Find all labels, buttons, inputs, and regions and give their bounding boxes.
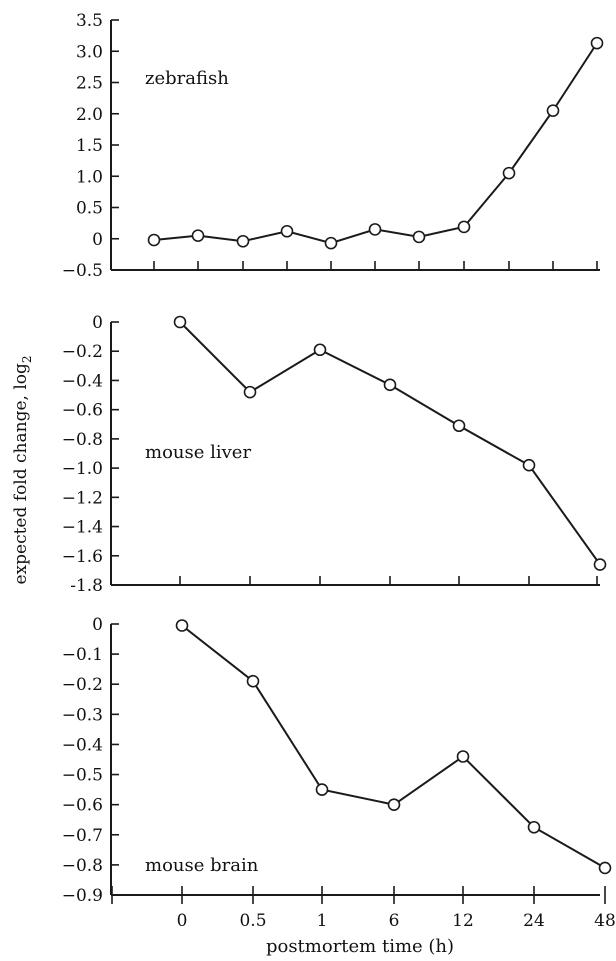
panel-3: 0 −0.1 −0.2 −0.3 −0.4 −0.5 −0.6 −0.7 −0.8 −0.9 0 0.… [62, 615, 616, 931]
y-tick-label: 0.5 [76, 199, 103, 219]
y-tick-label: −1.6 [62, 547, 103, 567]
data-point [522, 458, 536, 472]
panel-label: mouse liver [145, 442, 251, 463]
svg-text:expected fold change, log2: expected fold change, log2 [11, 355, 34, 584]
data-point [593, 558, 607, 571]
data-point [452, 419, 466, 433]
y-tick-label: −0.2 [62, 342, 103, 362]
data-point [324, 236, 338, 250]
series-line [181, 624, 606, 869]
y-axis-title-subscript: 2 [20, 355, 34, 363]
y-tick-label: −1.2 [62, 488, 103, 508]
y-tick-label: −0.5 [62, 766, 103, 786]
data-point [280, 224, 294, 238]
y-tick-label: −0.6 [62, 401, 103, 421]
y-axis-title: expected fold change, log2 [11, 355, 34, 584]
y-tick-label: 3.5 [76, 11, 103, 31]
panels: 3.5 3.0 2.5 2.0 1.5 1.0 0.5 0 −0.5 zebrafish 0 −0.2… [62, 11, 616, 931]
x-tick-label: 1 [317, 911, 328, 931]
x-tick-label: 0.5 [239, 911, 266, 931]
data-point [175, 619, 189, 632]
y-tick-label: −0.2 [62, 675, 103, 695]
panel-label: mouse brain [145, 855, 259, 876]
y-tick-label: 0 [92, 615, 103, 635]
x-tick-label: 0 [177, 911, 188, 931]
y-tick-label: 2.5 [76, 74, 103, 94]
y-tick-label: −0.9 [62, 886, 103, 906]
y-axis-title-text: expected fold change, log [11, 363, 31, 585]
x-axis-title: postmortem time (h) [266, 936, 454, 957]
data-point [412, 230, 426, 244]
data-point [236, 234, 250, 248]
y-tick-label: −0.3 [62, 705, 103, 725]
y-tick-label: −0.8 [62, 856, 103, 876]
data-point [502, 166, 516, 180]
y-tick-label: −0.4 [62, 735, 103, 755]
y-tick-label: −0.4 [62, 371, 103, 391]
x-tick-label: 48 [594, 911, 616, 931]
data-point [313, 343, 327, 357]
x-tick-label: 6 [389, 911, 400, 931]
y-tick-label: −0.1 [62, 645, 103, 665]
y-tick-label: 1.5 [76, 136, 103, 156]
panel-2: 0 −0.2 −0.4 −0.6 −0.8 −1.0 −1.2 −1.4 −1.6 -1.8 mou… [62, 313, 607, 596]
y-tick-label: 3.0 [76, 42, 103, 62]
data-point [456, 750, 470, 763]
y-tick-label: −1.0 [62, 459, 103, 479]
data-point [457, 220, 471, 234]
data-point [383, 378, 397, 392]
y-tick-label: −1.4 [62, 518, 103, 538]
data-point [243, 385, 257, 399]
y-tick-label: −0.5 [62, 261, 103, 281]
data-point [147, 233, 161, 247]
y-tick-label: 0 [92, 230, 103, 250]
panel-1: 3.5 3.0 2.5 2.0 1.5 1.0 0.5 0 −0.5 zebrafish [62, 11, 604, 281]
x-tick-label: 24 [523, 911, 545, 931]
y-tick-label: −0.8 [62, 430, 103, 450]
panel-label: zebrafish [145, 68, 229, 89]
data-point [368, 223, 382, 236]
data-point [246, 674, 260, 688]
y-tick-label: 1.0 [76, 167, 103, 187]
data-point [173, 315, 187, 329]
data-point [546, 104, 560, 117]
y-tick-label: 2.0 [76, 105, 103, 125]
y-tick-label: −0.7 [62, 826, 103, 846]
data-point [527, 820, 541, 834]
y-tick-label: -1.8 [70, 576, 103, 596]
data-point [598, 861, 612, 875]
y-tick-label: −0.6 [62, 796, 103, 816]
data-point [315, 783, 329, 796]
data-point [387, 798, 401, 811]
y-tick-label: 0 [92, 313, 103, 333]
data-point [590, 36, 604, 50]
data-point [191, 229, 205, 242]
x-tick-label: 12 [452, 911, 474, 931]
